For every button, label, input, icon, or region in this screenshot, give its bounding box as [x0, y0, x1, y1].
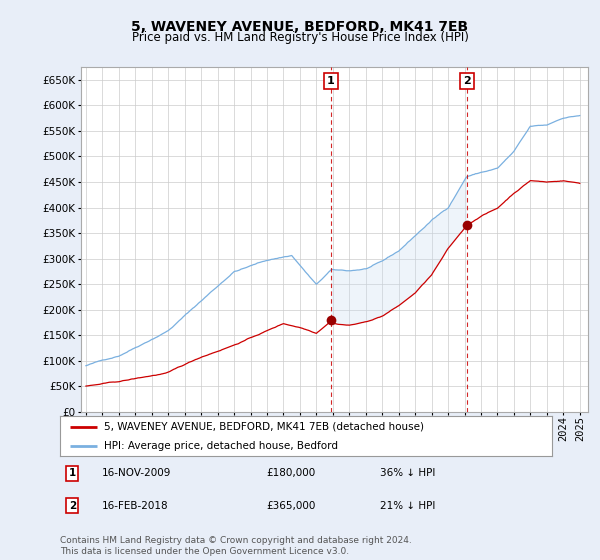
Text: 16-NOV-2009: 16-NOV-2009	[102, 468, 171, 478]
Text: £365,000: £365,000	[266, 501, 316, 511]
Text: £180,000: £180,000	[266, 468, 316, 478]
Text: 5, WAVENEY AVENUE, BEDFORD, MK41 7EB (detached house): 5, WAVENEY AVENUE, BEDFORD, MK41 7EB (de…	[104, 422, 424, 432]
Text: 36% ↓ HPI: 36% ↓ HPI	[380, 468, 435, 478]
Text: 2: 2	[68, 501, 76, 511]
Text: HPI: Average price, detached house, Bedford: HPI: Average price, detached house, Bedf…	[104, 441, 338, 450]
Text: Contains HM Land Registry data © Crown copyright and database right 2024.
This d: Contains HM Land Registry data © Crown c…	[60, 536, 412, 556]
Text: 21% ↓ HPI: 21% ↓ HPI	[380, 501, 435, 511]
Text: 1: 1	[68, 468, 76, 478]
Text: 1: 1	[327, 76, 335, 86]
Text: 5, WAVENEY AVENUE, BEDFORD, MK41 7EB: 5, WAVENEY AVENUE, BEDFORD, MK41 7EB	[131, 20, 469, 34]
Text: 16-FEB-2018: 16-FEB-2018	[102, 501, 169, 511]
Text: Price paid vs. HM Land Registry's House Price Index (HPI): Price paid vs. HM Land Registry's House …	[131, 31, 469, 44]
Text: 2: 2	[463, 76, 470, 86]
